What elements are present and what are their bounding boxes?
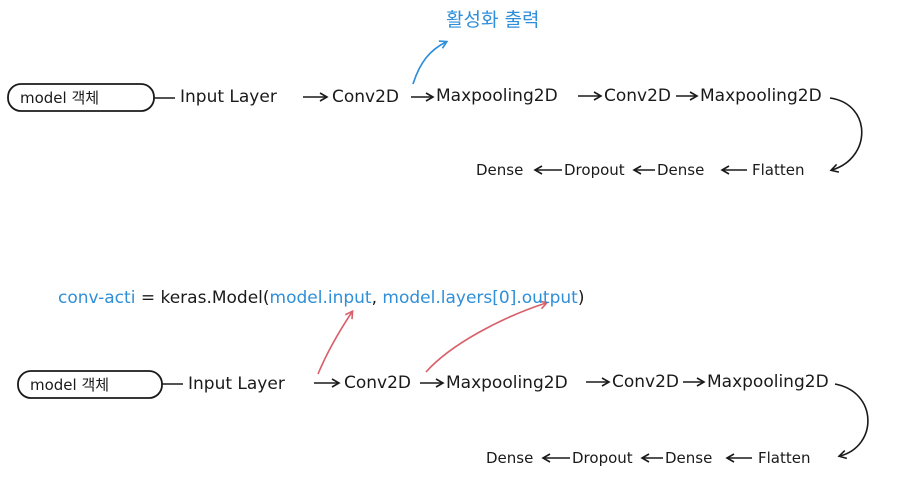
node-dropout-1: Dropout [564,161,625,179]
node-input-layer-2: Input Layer [188,374,285,394]
code-line: conv-acti = keras.Model(model.input, mod… [58,288,584,308]
node-maxpooling2d-a-2: Maxpooling2D [446,373,568,393]
curve-arrow-2 [834,383,869,460]
code-comma: , [371,288,378,308]
code-var-name: conv-acti [58,288,136,308]
input-reference-arrow [317,309,354,375]
code-equals: = [140,288,156,308]
output-reference-arrow [425,300,549,373]
node-dense-2: Dense [665,449,713,467]
node-conv2d-b-2: Conv2D [612,372,680,392]
node-flatten-2: Flatten [758,449,811,467]
activation-output-annotation: 활성화 출력 [446,9,540,31]
code-arg-input: model.input [269,288,372,308]
node-dense-final-2: Dense [486,449,534,467]
curve-arrow-1 [829,97,863,173]
node-flatten-1: Flatten [752,161,805,179]
model-object-label-2: model 객체 [30,376,110,394]
node-dropout-2: Dropout [572,449,633,467]
node-input-layer-1: Input Layer [180,87,277,107]
code-close-paren: ) [577,288,585,308]
node-maxpooling2d-b-2: Maxpooling2D [707,372,829,392]
code-arg-output: model.layers[0].output [382,288,578,308]
node-dense-final-1: Dense [476,161,524,179]
node-maxpooling2d-b-1: Maxpooling2D [700,86,822,106]
node-conv2d-a-2: Conv2D [344,373,412,393]
model-object-label-1: model 객체 [20,89,100,107]
node-conv2d-a-1: Conv2D [332,87,400,107]
node-dense-1: Dense [657,161,705,179]
activation-output-arrow [412,40,449,85]
node-maxpooling2d-a-1: Maxpooling2D [436,86,558,106]
code-call: keras.Model( [160,288,270,308]
node-conv2d-b-1: Conv2D [604,86,672,106]
